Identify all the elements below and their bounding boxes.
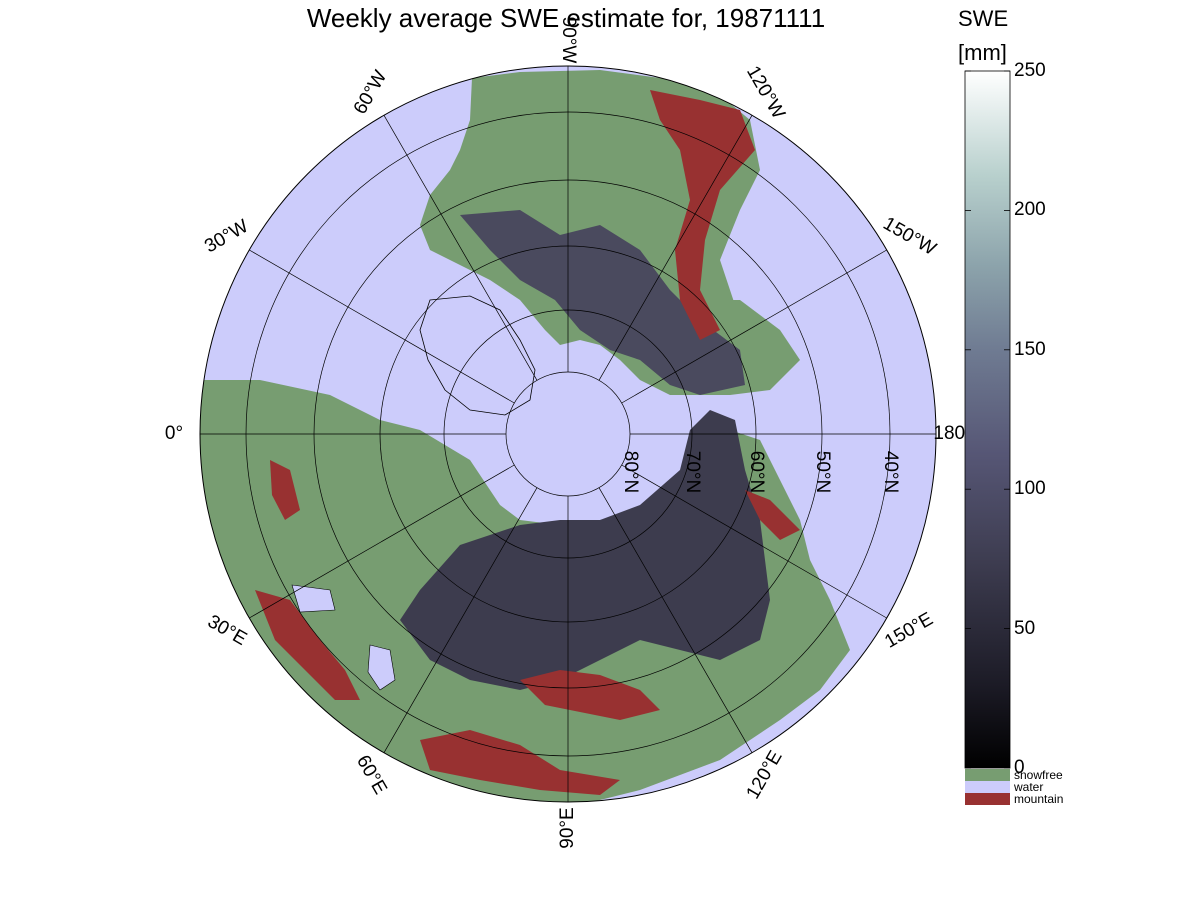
latitude-label: 60°N [746,451,767,493]
meridian-60 [383,487,538,753]
map-title: Weekly average SWE estimate for, 1987111… [306,3,826,33]
colorbar-tick-label: 100 [1014,478,1046,500]
longitude-label: 90°W [558,17,579,64]
mountain-far-east [745,490,800,540]
colorbar-tick-label: 250 [1014,60,1046,81]
latitude-label: 50°N [812,451,833,493]
legend-swatch-water [965,781,1010,793]
colorbar [964,70,1011,805]
caspian-sea [367,644,396,691]
legend-label-water: water [1014,780,1044,794]
longitude-label: 0° [165,423,183,444]
meridian-30 [249,464,515,619]
mountain-central-asia [520,670,660,720]
colorbar-title-line2: [mm] [958,40,1007,65]
meridian-120 [598,487,753,753]
latitude-label: 40°N [880,451,901,493]
legend-swatch-snowfree [965,769,1010,781]
mountain-scandinavia [270,460,300,520]
longitude-label: 150°E [881,608,937,652]
mountain-rockies [650,90,755,340]
meridian-240 [598,115,753,381]
longitude-label: 90°E [557,807,578,848]
colorbar-tick-label: 0 [1014,757,1025,778]
meridian-300 [383,115,538,381]
legend-label-snowfree: snowfree [1014,768,1063,782]
meridian-lines [200,66,936,802]
legend-swatch-mountain [965,793,1010,805]
snow-cover-north-america [460,210,745,395]
longitude-label: 120°E [742,747,786,803]
map-boundary [199,65,937,803]
snow-cover-eurasia [400,410,770,690]
mountain-europe [255,590,360,700]
mountain-himalaya [420,730,620,795]
longitude-label: 60°W [350,67,392,118]
colorbar-tick-label: 50 [1014,617,1036,639]
colorbar-tick-label: 150 [1014,338,1046,360]
latitude-label: 80°N [620,451,641,493]
meridian-150 [621,464,887,619]
colorbar-gradient [964,70,1011,769]
meridian-330 [249,249,515,404]
colorbar-tick-label: 200 [1014,199,1046,221]
latitude-label: 70°N [682,451,703,493]
legend-label-mountain: mountain [1014,792,1064,806]
meridian-210 [621,249,887,404]
longitude-label: 30°E [204,611,250,650]
colorbar-title-line1: SWE [958,6,1009,31]
black-sea [291,584,336,613]
longitude-label: 30°W [201,216,252,258]
longitude-label: 60°E [352,752,391,798]
